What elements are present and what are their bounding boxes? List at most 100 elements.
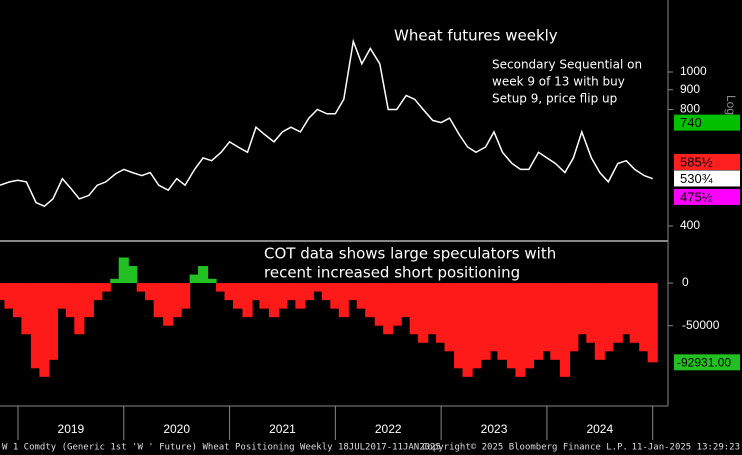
cot-bar (418, 283, 429, 343)
annotation: week 9 of 13 with buy (492, 75, 625, 89)
cot-bar (374, 283, 385, 326)
cot-bar (303, 283, 314, 301)
cot-bar (250, 283, 262, 301)
cot-bar (401, 283, 412, 318)
price-line (0, 38, 653, 208)
annotation: Secondary Sequential on (492, 58, 642, 72)
cot-bar (515, 283, 526, 377)
cot-bar (206, 278, 217, 284)
cot-bar (321, 283, 332, 301)
cot-bar (65, 283, 76, 318)
y-tick-label: 0 (682, 275, 689, 289)
annotation: Setup 9, price flip up (492, 92, 617, 106)
y-tick-label: 800 (680, 102, 700, 116)
cot-bar (391, 283, 402, 326)
cot-bar (427, 283, 438, 335)
cot-bar (21, 283, 32, 335)
cot-bar (639, 283, 650, 352)
cot-bar (436, 283, 447, 343)
cot-bar (153, 283, 164, 318)
cot-bar (568, 283, 579, 352)
cot-bar (533, 283, 544, 360)
cot-bar (57, 283, 68, 309)
cot-bar (180, 283, 191, 309)
cot-bar (100, 283, 111, 292)
cot-bar (612, 283, 623, 343)
cot-bar (497, 283, 508, 360)
price-tag-label: 530¾ (680, 171, 713, 186)
value-tag (674, 354, 740, 371)
x-tick-label: 2020 (163, 422, 190, 436)
price-title: Wheat futures weekly (394, 27, 558, 45)
cot-bar (216, 283, 227, 292)
cot-bar (480, 283, 491, 360)
cot-bar (110, 278, 121, 284)
cot-bar (4, 283, 15, 309)
cot-bar (621, 283, 632, 335)
cot-bar (594, 283, 605, 360)
cot-bar (295, 283, 306, 309)
cot-bar (198, 266, 209, 284)
cot-bar (259, 283, 270, 309)
cot-bar (576, 283, 587, 335)
cot-bar (0, 283, 6, 301)
x-tick-label: 2024 (586, 422, 613, 436)
x-tick-label: 2023 (481, 422, 508, 436)
cot-bar (30, 283, 42, 369)
y-tick-label: 1000 (680, 64, 707, 78)
cot-bar (12, 283, 24, 318)
cot-bar (444, 283, 455, 352)
cot-bar (383, 283, 394, 335)
cot-bar (136, 283, 147, 292)
cot-bar (224, 283, 235, 301)
price-tag (674, 188, 740, 205)
cot-title: COT data shows large speculators with (264, 245, 556, 263)
price-tag (674, 170, 740, 187)
cot-bar (171, 283, 182, 318)
cot-bar (454, 283, 465, 369)
cot-bar (559, 283, 570, 377)
price-tag (674, 114, 740, 131)
cot-bar (189, 274, 200, 284)
cot-bar (330, 283, 341, 309)
cot-bar (277, 283, 288, 309)
cot-bar (523, 283, 534, 369)
price-tag-label: 475½ (680, 189, 713, 204)
cot-bar (163, 283, 174, 326)
y-tick-label: 900 (680, 82, 700, 96)
cot-bar (365, 283, 376, 318)
cot-bar (74, 283, 85, 335)
axis-label: Log (724, 95, 738, 115)
cot-bar (462, 283, 473, 377)
price-tag-label: 740 (680, 115, 702, 130)
cot-bar (488, 283, 500, 352)
cot-bar (127, 266, 138, 284)
cot-bar (629, 283, 640, 343)
y-tick-label: 400 (680, 218, 700, 232)
cot-bar (312, 283, 323, 292)
price-tag-label: 585½ (680, 154, 713, 169)
cot-bar (118, 257, 129, 284)
value-tag-label: -92931.00 (677, 355, 731, 369)
cot-bar (470, 283, 482, 369)
cot-bar (506, 283, 518, 369)
x-tick-label: 2019 (58, 422, 85, 436)
cot-bar (232, 283, 244, 309)
cot-bar (145, 283, 156, 301)
cot-bar (409, 283, 420, 335)
cot-bar (647, 283, 658, 363)
cot-bar (356, 283, 367, 309)
footer-left: W 1 Comdty (Generic 1st 'W ' Future) Whe… (2, 443, 441, 453)
cot-bar (603, 283, 614, 352)
cot-bar (92, 283, 103, 301)
price-tag (674, 153, 740, 170)
cot-bar (83, 283, 94, 318)
cot-bar (586, 283, 597, 343)
cot-bar (348, 283, 359, 301)
cot-subtitle: recent increased short positioning (264, 264, 520, 282)
cot-bar (338, 283, 349, 318)
cot-bar (242, 283, 253, 318)
cot-bar (47, 283, 58, 360)
